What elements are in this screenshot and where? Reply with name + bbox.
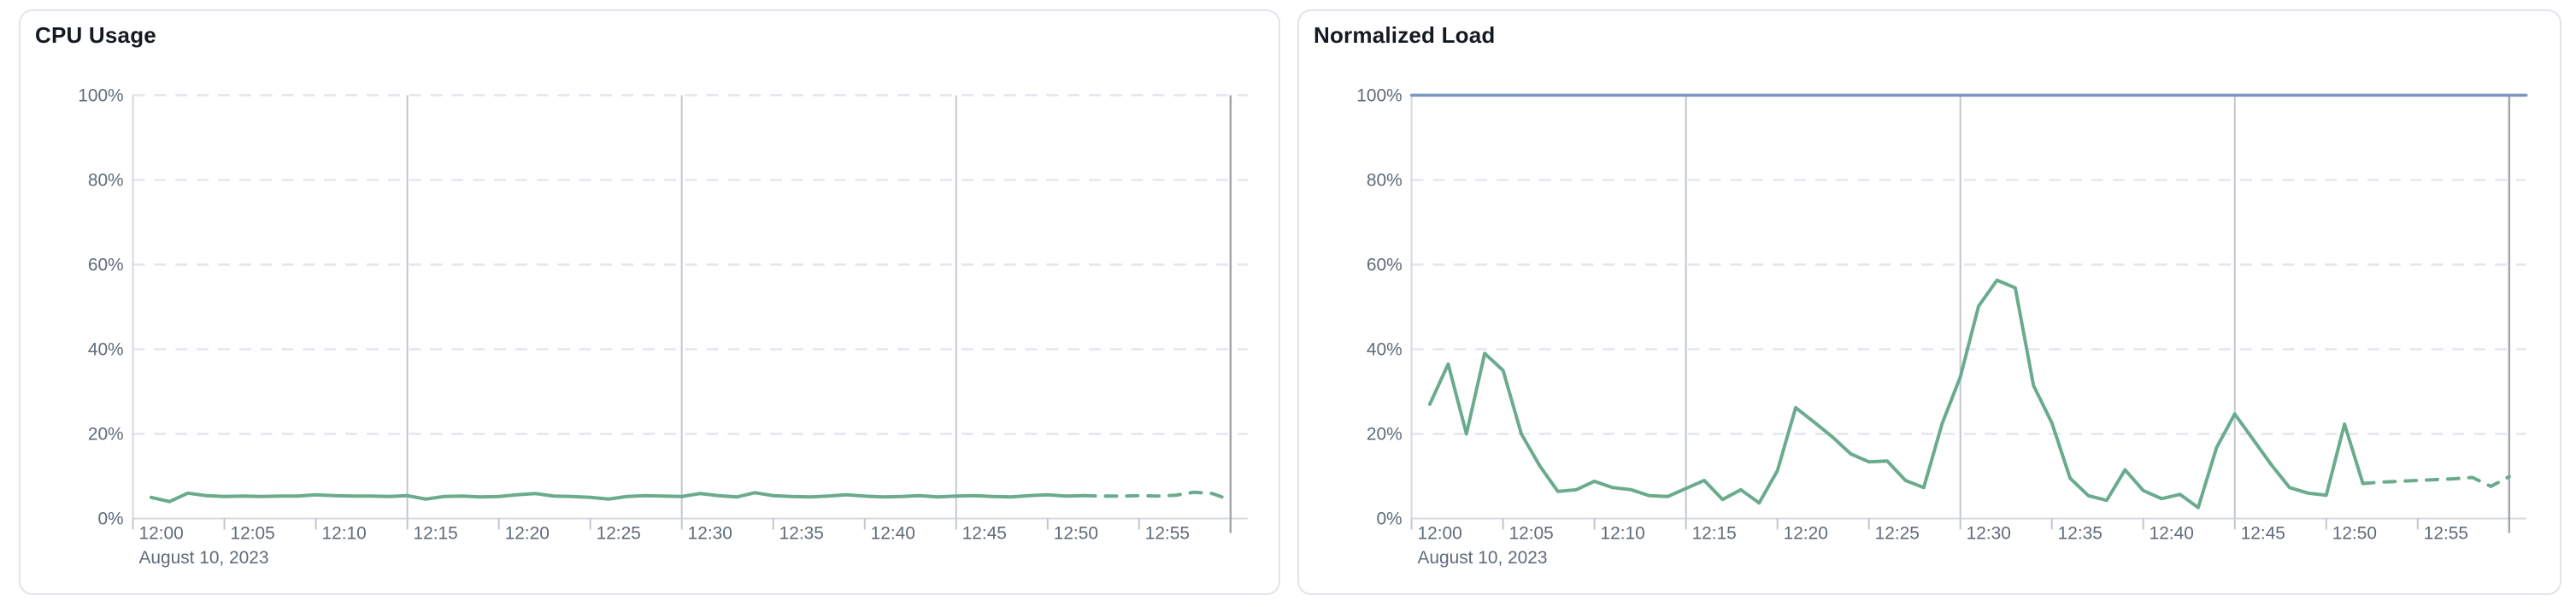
series xyxy=(1409,93,2528,510)
y-tick-label: 100% xyxy=(78,85,123,105)
card-normalized-load: Normalized Load 0% 20% 40% 60% 80% 100% 12:00 1… xyxy=(1297,9,2561,595)
chart-title-cpu-usage: CPU Usage xyxy=(35,22,156,48)
x-tick-label: 12:30 xyxy=(1967,523,2011,543)
y-tick-label: 0% xyxy=(97,509,123,528)
x-tick-label: 12:35 xyxy=(779,523,824,543)
axes xyxy=(132,95,1248,533)
x-tick-label: 12:55 xyxy=(1145,523,1190,543)
y-axis-labels: 0% 20% 40% 60% 80% 100% xyxy=(1356,85,1402,528)
series-normalized-load-forecast xyxy=(2361,474,2511,488)
x-tick-label: 12:05 xyxy=(231,523,275,543)
x-tick-label: 12:15 xyxy=(1692,523,1737,543)
x-axis-date-label: August 10, 2023 xyxy=(139,548,269,568)
x-tick-label: 12:50 xyxy=(1054,523,1098,543)
x-tick-label: 12:20 xyxy=(505,523,550,543)
card-cpu-usage: CPU Usage 0% 20% 40% 60% 80% 100% 12:00 12:05 12… xyxy=(19,9,1280,595)
y-tick-label: 60% xyxy=(1367,255,1403,274)
vertical-gridlines xyxy=(406,95,957,519)
x-tick-label: 12:45 xyxy=(962,523,1007,543)
y-tick-label: 100% xyxy=(1356,85,1402,105)
axes xyxy=(1410,95,2526,533)
cpu-usage-chart[interactable]: 0%20%40%60%80%100%12:00 12:05 12:10 12:15 12… xyxy=(21,11,1279,593)
chart-title-normalized-load: Normalized Load xyxy=(1314,22,1496,48)
normalized-load-chart[interactable]: 0%20%40%60%80%100%12:00 12:05 12:10 12:15 12… xyxy=(1299,11,2560,593)
x-tick-label: 12:55 xyxy=(2424,523,2468,543)
x-tick-label: 12:25 xyxy=(597,523,641,543)
y-tick-label: 20% xyxy=(1367,424,1403,444)
x-axis-labels: 12:00 12:05 12:10 12:15 12:20 12:25 12:30 12:35… xyxy=(1418,523,2468,543)
x-tick-label: 12:05 xyxy=(1509,523,1554,543)
y-tick-label: 0% xyxy=(1376,509,1402,528)
series-normalized-load xyxy=(1427,278,2365,510)
y-tick-label: 20% xyxy=(88,424,124,444)
x-tick-label: 12:50 xyxy=(2332,523,2377,543)
horizontal-gridlines xyxy=(132,94,1248,435)
x-tick-label: 12:10 xyxy=(1601,523,1645,543)
y-tick-label: 60% xyxy=(88,255,124,274)
x-tick-label: 12:10 xyxy=(322,523,367,543)
x-tick-label: 12:45 xyxy=(2241,523,2285,543)
x-tick-label: 12:40 xyxy=(2150,523,2194,543)
x-axis-labels: 12:00 12:05 12:10 12:15 12:20 12:25 12:30 12:35… xyxy=(139,523,1190,543)
y-tick-label: 80% xyxy=(88,170,124,190)
x-tick-label: 12:15 xyxy=(414,523,458,543)
x-axis-date-label: August 10, 2023 xyxy=(1418,548,1548,568)
x-tick-label: 12:35 xyxy=(2058,523,2103,543)
x-tick-label: 12:40 xyxy=(871,523,915,543)
series-cpu-usage-forecast xyxy=(1082,490,1232,502)
y-tick-label: 80% xyxy=(1367,170,1403,190)
x-tick-label: 12:00 xyxy=(139,523,184,543)
horizontal-gridlines xyxy=(1411,94,2526,435)
vertical-gridlines xyxy=(1685,95,2236,519)
y-axis-labels: 0% 20% 40% 60% 80% 100% xyxy=(78,85,123,528)
series-cpu-usage xyxy=(149,491,1086,504)
y-tick-label: 40% xyxy=(1367,339,1403,359)
y-tick-label: 40% xyxy=(88,339,124,359)
x-tick-label: 12:30 xyxy=(688,523,732,543)
x-tick-label: 12:25 xyxy=(1875,523,1920,543)
series xyxy=(149,490,1232,504)
x-tick-label: 12:20 xyxy=(1784,523,1828,543)
x-tick-label: 12:00 xyxy=(1418,523,1462,543)
